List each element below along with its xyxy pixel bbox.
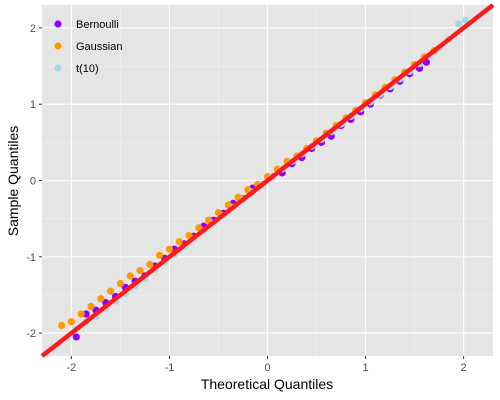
data-point — [58, 321, 66, 330]
data-point — [72, 333, 80, 341]
data-point — [156, 251, 164, 259]
data-point — [146, 260, 154, 269]
x-axis-title: Theoretical Quantiles — [201, 376, 333, 392]
data-point — [107, 287, 115, 295]
x-axis-ticks: -2 -1 0 1 2 — [67, 356, 467, 374]
y-axis-title: Sample Quantiles — [5, 126, 21, 237]
legend-item: Gaussian — [54, 41, 122, 53]
x-tick-label: 2 — [461, 362, 467, 374]
data-point — [87, 302, 95, 311]
x-tick-label: -2 — [67, 362, 77, 374]
legend: Bernoulli Gaussian t(10) — [54, 19, 122, 75]
legend-key — [54, 20, 62, 28]
x-tick-label: -1 — [165, 362, 175, 374]
y-tick-label: 2 — [30, 23, 36, 35]
data-point — [455, 20, 463, 28]
x-tick-label: 1 — [362, 362, 368, 374]
legend-item: Bernoulli — [54, 19, 119, 31]
reference-line-group — [40, 3, 495, 358]
y-axis-ticks: -2 -1 0 1 2 — [26, 23, 42, 340]
data-point — [77, 310, 85, 318]
legend-key — [54, 42, 62, 50]
data-point — [136, 266, 144, 275]
data-point — [165, 245, 174, 253]
y-tick-label: 0 — [30, 176, 36, 188]
reference-line — [40, 3, 495, 358]
data-point — [461, 16, 470, 24]
legend-label: t(10) — [76, 63, 99, 75]
y-tick-label: 1 — [30, 99, 36, 111]
legend-label: Bernoulli — [76, 19, 119, 31]
legend-label: Gaussian — [76, 41, 122, 53]
data-point — [97, 295, 105, 303]
data-point — [116, 279, 125, 288]
legend-item: t(10) — [54, 63, 99, 75]
legend-key — [54, 64, 62, 72]
x-tick-label: 0 — [264, 362, 270, 374]
data-point — [175, 237, 183, 246]
y-tick-label: -1 — [26, 252, 36, 264]
data-point — [126, 272, 134, 280]
y-tick-label: -2 — [26, 328, 36, 340]
data-point — [185, 231, 193, 240]
data-point — [67, 318, 76, 326]
